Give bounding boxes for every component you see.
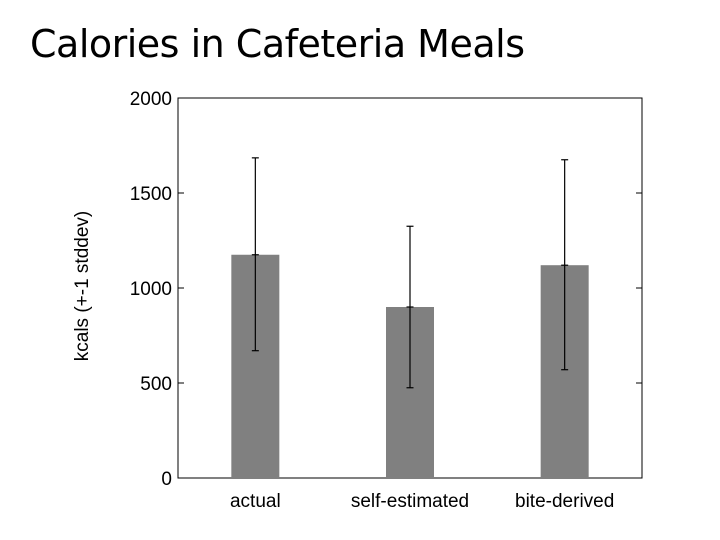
- y-tick-label: 1000: [130, 279, 172, 300]
- axis-labels: 0 500 1000 1500 2000 actual self-estimated bite…: [72, 89, 614, 512]
- slide-title: Calories in Cafeteria Meals: [30, 22, 525, 66]
- x-tick-label: bite-derived: [515, 491, 614, 512]
- x-tick-label: actual: [230, 491, 281, 512]
- y-tick-label: 0: [161, 469, 172, 490]
- y-tick-label: 2000: [130, 89, 172, 110]
- error-bars: [251, 157, 569, 389]
- y-tick-label: 1500: [130, 184, 172, 205]
- y-axis-title: kcals (+-1 stddev): [72, 211, 93, 361]
- x-tick-label: self-estimated: [351, 491, 469, 512]
- y-tick-label: 500: [140, 374, 172, 395]
